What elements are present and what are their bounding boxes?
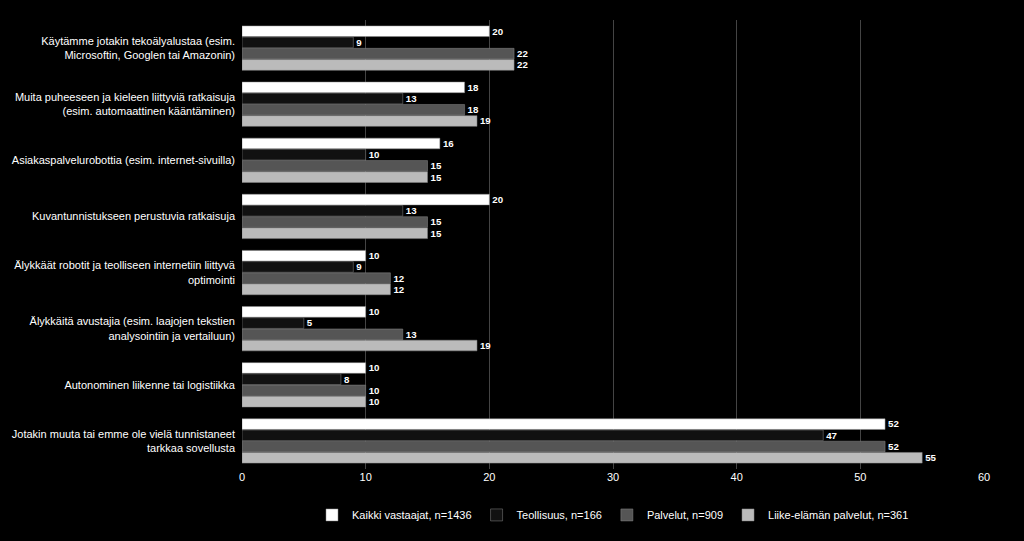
svg-text:55: 55 <box>925 452 936 463</box>
svg-text:10: 10 <box>369 250 380 261</box>
svg-text:9: 9 <box>356 37 362 48</box>
svg-text:18: 18 <box>468 104 479 115</box>
svg-text:12: 12 <box>393 273 404 284</box>
svg-text:Jotakin muuta tai emme ole vie: Jotakin muuta tai emme ole vielä tunnist… <box>12 428 236 454</box>
svg-text:22: 22 <box>517 48 528 59</box>
svg-text:20: 20 <box>483 471 495 483</box>
svg-text:10: 10 <box>369 149 380 160</box>
svg-text:10: 10 <box>360 471 372 483</box>
svg-text:30: 30 <box>607 471 619 483</box>
svg-text:20: 20 <box>492 194 503 205</box>
svg-text:15: 15 <box>430 172 441 183</box>
svg-text:50: 50 <box>854 471 866 483</box>
svg-text:13: 13 <box>406 205 417 216</box>
svg-text:13: 13 <box>406 329 417 340</box>
svg-text:52: 52 <box>888 441 899 452</box>
svg-text:8: 8 <box>344 374 350 385</box>
svg-text:60: 60 <box>978 471 990 483</box>
svg-text:52: 52 <box>888 418 899 429</box>
svg-text:16: 16 <box>443 138 454 149</box>
svg-text:19: 19 <box>480 340 491 351</box>
svg-text:Muita puheeseen ja kieleen lii: Muita puheeseen ja kieleen liittyviä rat… <box>15 91 236 117</box>
svg-text:12: 12 <box>393 284 404 295</box>
svg-text:Käytämme jotakin tekoälyalusta: Käytämme jotakin tekoälyalustaa (esim.Mi… <box>41 35 235 61</box>
svg-text:Kaikki vastaajat, n=1436: Kaikki vastaajat, n=1436 <box>352 509 472 521</box>
svg-text:19: 19 <box>480 115 491 126</box>
svg-text:47: 47 <box>826 430 837 441</box>
svg-text:20: 20 <box>492 26 503 37</box>
svg-text:Palvelut, n=909: Palvelut, n=909 <box>647 509 723 521</box>
svg-text:10: 10 <box>369 306 380 317</box>
svg-text:15: 15 <box>431 228 442 239</box>
svg-text:Asiakaspalvelurobottia (esim.: Asiakaspalvelurobottia (esim. internet-s… <box>12 154 235 166</box>
svg-text:0: 0 <box>239 471 245 483</box>
svg-text:10: 10 <box>369 362 380 373</box>
svg-text:15: 15 <box>430 216 441 227</box>
svg-text:Teollisuus, n=166: Teollisuus, n=166 <box>517 509 602 521</box>
svg-text:40: 40 <box>731 471 743 483</box>
svg-text:Älykkäät robotit ja teolliseen: Älykkäät robotit ja teolliseen interneti… <box>14 259 236 285</box>
svg-text:18: 18 <box>468 82 479 93</box>
svg-text:Autonominen liikenne tai logis: Autonominen liikenne tai logistiikka <box>64 379 235 391</box>
svg-text:Kuvantunnistukseen perustuvia: Kuvantunnistukseen perustuvia ratkaisuja <box>32 210 236 222</box>
svg-text:5: 5 <box>307 317 313 328</box>
svg-text:10: 10 <box>369 396 380 407</box>
svg-text:9: 9 <box>356 261 362 272</box>
svg-text:22: 22 <box>517 59 528 70</box>
svg-text:13: 13 <box>406 93 417 104</box>
svg-text:10: 10 <box>369 385 380 396</box>
svg-text:15: 15 <box>431 160 442 171</box>
svg-text:Liike-elämän palvelut, n=361: Liike-elämän palvelut, n=361 <box>768 509 908 521</box>
svg-text:Älykkäitä avustajia (esim. laa: Älykkäitä avustajia (esim. laajojen teks… <box>30 315 235 341</box>
